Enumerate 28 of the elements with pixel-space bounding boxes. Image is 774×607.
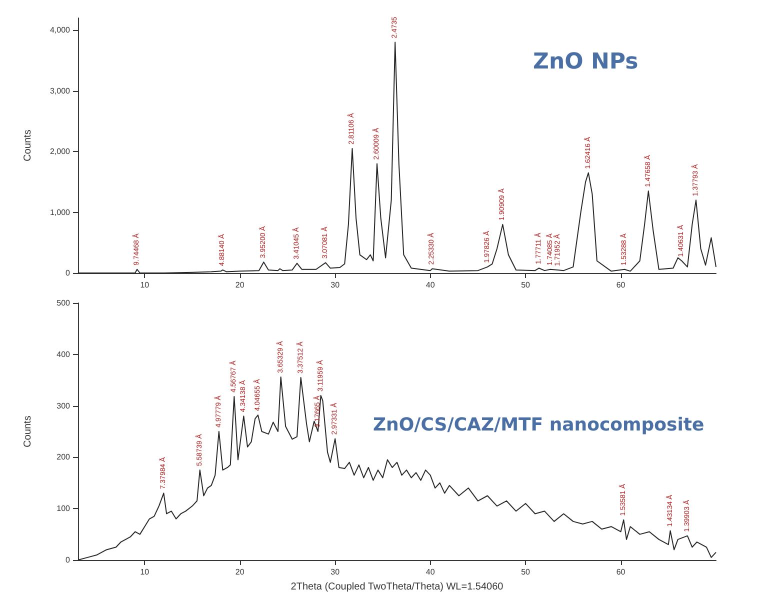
y-tick-label: 4,000 <box>50 26 71 35</box>
y-tick-label: 300 <box>56 401 71 410</box>
x-tick-label: 60 <box>616 568 626 576</box>
x-axis-title: 2Theta (Coupled TwoTheta/Theta) WL=1.54060 <box>290 582 504 592</box>
text: ZnO/CS/CAZ/MTF nanocomposite <box>373 414 704 436</box>
y-tick-label: 1,000 <box>50 208 71 217</box>
x-tick-label: 50 <box>521 280 531 290</box>
text: ZnO NPs <box>533 50 638 74</box>
y-tick-label: 3,000 <box>50 86 71 96</box>
y-tick-label: 400 <box>56 350 71 359</box>
x-tick-label: 20 <box>235 280 245 290</box>
y-tick-label: 0 <box>66 268 71 278</box>
x-tick-label: 10 <box>140 280 150 290</box>
y-axis-title: Counts <box>22 416 34 448</box>
x-tick-label: 10 <box>140 568 150 576</box>
x-tick-label: 50 <box>521 568 531 576</box>
x-tick-label: 20 <box>235 568 245 576</box>
y-tick-label: 500 <box>56 298 71 308</box>
y-tick-label: 2,000 <box>50 147 71 156</box>
x-tick-label: 40 <box>426 280 436 290</box>
y-tick-label: 0 <box>66 556 71 564</box>
x-tick-label: 40 <box>426 568 436 576</box>
x-tick-label: 30 <box>330 280 340 290</box>
y-axis-title: Counts <box>22 130 34 162</box>
y-tick-label: 100 <box>56 504 71 514</box>
x-tick-label: 60 <box>616 280 626 290</box>
y-tick-label: 200 <box>56 452 71 462</box>
x-tick-label: 30 <box>330 568 340 576</box>
